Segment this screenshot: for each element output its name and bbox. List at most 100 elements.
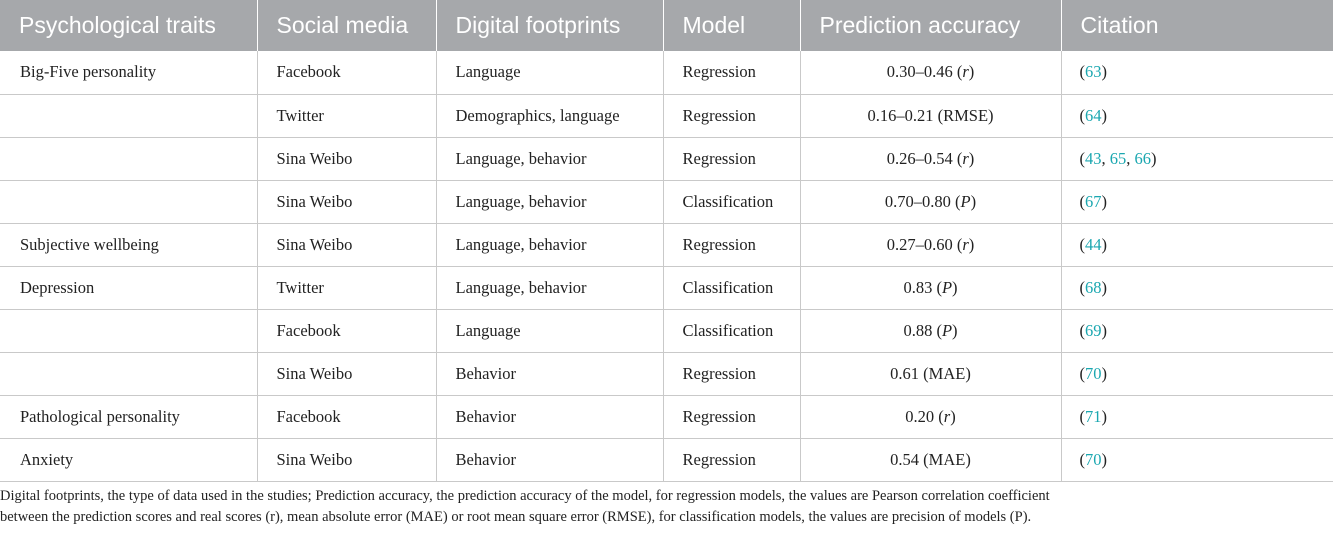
cell-social-media: Sina Weibo	[256, 438, 436, 481]
citation-link[interactable]: 43	[1085, 148, 1102, 168]
citation-link[interactable]: 66	[1134, 148, 1152, 168]
accuracy-unit: MAE	[928, 449, 966, 469]
cell-prediction-accuracy: 0.16–0.21 (RMSE)	[799, 94, 1061, 137]
cell-citation: (43, 65, 66)	[1060, 137, 1333, 180]
citation-link[interactable]: 67	[1085, 191, 1102, 211]
cell-model: Regression	[662, 438, 800, 481]
cell-model: Regression	[662, 137, 800, 180]
table-row: Pathological personality Facebook Behavior…	[0, 395, 1333, 438]
citation-link[interactable]: 68	[1085, 277, 1102, 297]
accuracy-value: 0.70–0.80	[884, 191, 951, 211]
cell-trait: Depression	[20, 277, 95, 297]
cell-social-media: Facebook	[256, 395, 436, 438]
citation-link[interactable]: 64	[1085, 105, 1102, 125]
cell-digital-footprints: Language	[435, 309, 663, 352]
footnote-line-1: Digital footprints, the type of data use…	[0, 488, 1050, 504]
citation-link[interactable]: 44	[1085, 234, 1102, 254]
table-row: Sina Weibo Language, behavior Regression 0.…	[0, 137, 1333, 180]
header-citation: Citation	[1060, 0, 1333, 51]
cell-model: Classification	[662, 309, 800, 352]
cell-social-media: Twitter	[256, 266, 436, 309]
accuracy-unit: r	[962, 234, 969, 254]
cell-social-media: Sina Weibo	[256, 137, 436, 180]
cell-prediction-accuracy: 0.61 (MAE)	[799, 352, 1061, 395]
cell-prediction-accuracy: 0.27–0.60 (r)	[799, 223, 1061, 266]
header-model: Model	[662, 0, 800, 51]
header-prediction-accuracy: Prediction accuracy	[799, 0, 1061, 51]
cell-prediction-accuracy: 0.88 (P)	[799, 309, 1061, 352]
cell-social-media: Facebook	[256, 309, 436, 352]
accuracy-value: 0.88	[903, 320, 933, 340]
cell-trait: Anxiety	[20, 449, 74, 469]
cell-model: Classification	[662, 266, 800, 309]
cell-prediction-accuracy: 0.30–0.46 (r)	[799, 51, 1061, 94]
cell-citation: (64)	[1060, 94, 1333, 137]
accuracy-value: 0.30–0.46	[886, 62, 953, 82]
psych-traits-table: Psychological traits Social media Digita…	[0, 0, 1333, 481]
cell-prediction-accuracy: 0.83 (P)	[799, 266, 1061, 309]
header-social-media: Social media	[256, 0, 436, 51]
accuracy-value: 0.16–0.21	[867, 105, 934, 125]
cell-social-media: Sina Weibo	[256, 352, 436, 395]
table-row: Sina Weibo Behavior Regression 0.61 (MAE) (7…	[0, 352, 1333, 395]
cell-digital-footprints: Behavior	[435, 352, 663, 395]
table-row: Depression Twitter Language, behavior Class…	[0, 266, 1333, 309]
table-row: Anxiety Sina Weibo Behavior Regression 0.54 …	[0, 438, 1333, 481]
cell-citation: (71)	[1060, 395, 1333, 438]
accuracy-unit: r	[962, 62, 969, 82]
header-digital-footprints: Digital footprints	[435, 0, 663, 51]
accuracy-value: 0.83	[903, 277, 933, 297]
cell-social-media: Sina Weibo	[256, 180, 436, 223]
accuracy-value: 0.27–0.60	[886, 234, 953, 254]
cell-trait	[0, 180, 257, 223]
cell-trait	[0, 352, 257, 395]
accuracy-value: 0.61	[890, 363, 920, 383]
accuracy-unit: P	[941, 277, 953, 297]
cell-trait: Big-Five personality	[20, 62, 157, 82]
citation-link[interactable]: 70	[1085, 449, 1102, 469]
citation-link[interactable]: 65	[1109, 148, 1127, 168]
cell-prediction-accuracy: 0.20 (r)	[799, 395, 1061, 438]
cell-model: Regression	[662, 94, 800, 137]
citation-link[interactable]: 71	[1085, 406, 1102, 426]
table-header-row: Psychological traits Social media Digita…	[0, 0, 1333, 51]
cell-trait	[0, 94, 257, 137]
table-footnote: Digital footprints, the type of data use…	[0, 486, 1333, 528]
header-psychological-traits: Psychological traits	[19, 12, 216, 38]
cell-citation: (67)	[1060, 180, 1333, 223]
cell-digital-footprints: Language	[435, 51, 663, 94]
citation-link[interactable]: 70	[1085, 363, 1102, 383]
cell-prediction-accuracy: 0.70–0.80 (P)	[799, 180, 1061, 223]
cell-citation: (68)	[1060, 266, 1333, 309]
cell-prediction-accuracy: 0.26–0.54 (r)	[799, 137, 1061, 180]
accuracy-unit: r	[962, 148, 969, 168]
cell-social-media: Sina Weibo	[256, 223, 436, 266]
citation-link[interactable]: 69	[1085, 320, 1102, 340]
cell-model: Regression	[662, 223, 800, 266]
cell-citation: (63)	[1060, 51, 1333, 94]
citation-link[interactable]: 63	[1085, 62, 1102, 82]
cell-digital-footprints: Demographics, language	[435, 94, 663, 137]
table-row: Big-Five personality Facebook Language Regr…	[0, 51, 1333, 94]
accuracy-value: 0.26–0.54	[886, 148, 953, 168]
cell-citation: (70)	[1060, 438, 1333, 481]
cell-model: Classification	[662, 180, 800, 223]
cell-model: Regression	[662, 352, 800, 395]
accuracy-value: 0.54	[890, 449, 920, 469]
cell-prediction-accuracy: 0.54 (MAE)	[799, 438, 1061, 481]
cell-trait: Pathological personality	[20, 406, 180, 426]
cell-digital-footprints: Language, behavior	[435, 137, 663, 180]
cell-social-media: Twitter	[256, 94, 436, 137]
cell-model: Regression	[662, 51, 800, 94]
cell-citation: (44)	[1060, 223, 1333, 266]
accuracy-unit: RMSE	[943, 105, 989, 125]
table-row: Facebook Language Classification 0.88 (P) (6…	[0, 309, 1333, 352]
accuracy-unit: r	[943, 406, 951, 426]
cell-digital-footprints: Behavior	[435, 395, 663, 438]
cell-trait	[0, 137, 257, 180]
accuracy-unit: MAE	[928, 363, 966, 383]
table-row: Subjective wellbeing Sina Weibo Language, …	[0, 223, 1333, 266]
table-row: Twitter Demographics, language Regression 0…	[0, 94, 1333, 137]
cell-citation: (70)	[1060, 352, 1333, 395]
accuracy-unit: P	[960, 191, 971, 211]
